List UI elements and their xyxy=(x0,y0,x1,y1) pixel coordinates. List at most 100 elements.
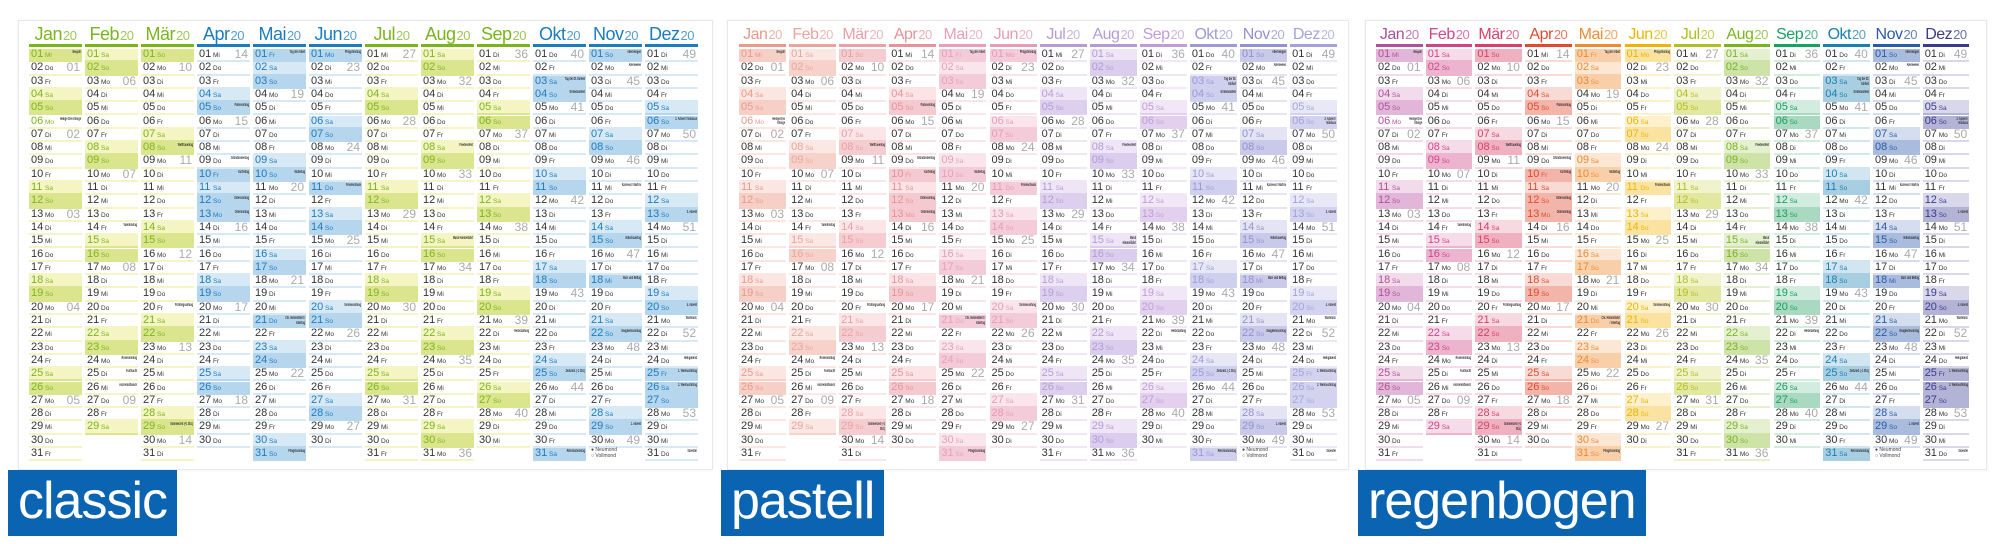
day-cell[interactable]: 15 Mo 25 xyxy=(309,235,362,249)
day-cell[interactable]: 12 So Ostersonntag xyxy=(889,195,937,209)
day-cell[interactable]: 16 Mi xyxy=(477,249,530,262)
day-cell[interactable]: 19 Sa xyxy=(1290,288,1338,302)
day-cell[interactable]: 23 Sa xyxy=(1574,341,1622,355)
day-cell[interactable]: 10 Mo 33 xyxy=(1723,169,1771,182)
day-cell[interactable]: 07 Fr xyxy=(85,129,138,143)
day-cell[interactable]: 24 Mi xyxy=(1624,355,1671,369)
day-cell[interactable]: 26 Mi Aschermittwoch xyxy=(1425,382,1473,395)
day-cell[interactable]: 23 So xyxy=(789,341,837,355)
day-cell[interactable]: 20 Sa Sommeranfang xyxy=(989,301,1037,315)
day-cell[interactable]: 01 Do 40 xyxy=(1189,49,1237,63)
day-cell[interactable]: 23 Do xyxy=(1525,342,1572,355)
day-cell[interactable]: 09 Mi xyxy=(1139,155,1187,169)
day-cell[interactable]: 10 Mo 07 xyxy=(1425,169,1473,182)
day-cell[interactable]: 02 Do xyxy=(889,62,937,76)
day-cell[interactable]: 22 Mo 26 xyxy=(309,328,362,342)
day-cell[interactable]: 25 Sa xyxy=(1376,368,1423,382)
day-cell[interactable]: 02 Do xyxy=(197,62,250,76)
day-cell[interactable]: 07 So xyxy=(309,128,362,143)
day-cell[interactable]: 06 So xyxy=(477,115,530,129)
day-cell[interactable]: 14 Mo 51 xyxy=(1922,222,1970,236)
day-cell[interactable]: 13 Do xyxy=(789,209,837,222)
day-cell[interactable]: 19 Mo 43 xyxy=(533,288,586,302)
day-cell[interactable]: 03 Di 45 xyxy=(589,76,642,89)
day-cell[interactable]: 08 Mi xyxy=(365,142,418,156)
day-cell[interactable]: 12 Do xyxy=(141,195,194,209)
day-cell[interactable]: 30 Fr xyxy=(533,435,586,448)
day-cell[interactable]: 07 Mo 37 xyxy=(477,129,530,143)
day-cell[interactable]: 04 Mi xyxy=(1475,89,1522,103)
day-cell[interactable]: 13 Do xyxy=(1089,209,1137,222)
day-cell[interactable]: 24 Do Heiligabend xyxy=(1290,355,1338,369)
day-cell[interactable]: 23 Di xyxy=(309,342,362,355)
day-cell[interactable]: 06 Fr xyxy=(1873,116,1920,129)
day-cell[interactable]: 08 Mo 24 xyxy=(309,142,362,156)
day-cell[interactable]: 17 Fr xyxy=(29,262,82,276)
day-cell[interactable]: 22 Do xyxy=(1189,328,1237,342)
day-cell[interactable]: 04 Sa xyxy=(739,88,786,103)
day-cell[interactable]: 24 Mo Rosenmontag xyxy=(85,355,138,369)
day-cell[interactable]: 03 Mo 06 xyxy=(789,76,837,89)
day-cell[interactable]: 05 Fr xyxy=(309,102,362,116)
day-cell[interactable]: 31 Sa Reformationstag xyxy=(1189,448,1237,462)
day-cell[interactable]: 27 Mi xyxy=(253,395,306,409)
day-cell[interactable]: 27 Mo 05 xyxy=(29,395,82,409)
day-cell[interactable]: 13 Sa xyxy=(1624,208,1671,222)
day-cell[interactable]: 06 So xyxy=(1139,115,1187,129)
day-cell[interactable]: 21 Mo Winteranf. xyxy=(645,315,698,329)
day-cell[interactable]: 02 So xyxy=(789,62,837,76)
day-cell[interactable]: 25 Fr xyxy=(1773,368,1821,382)
day-cell[interactable]: 01 Mi 27 xyxy=(1039,49,1087,63)
day-cell[interactable]: 07 Fr xyxy=(421,129,474,143)
day-cell[interactable]: 11 Mi xyxy=(1475,182,1522,196)
day-cell[interactable]: 16 Do xyxy=(1039,249,1087,262)
day-cell[interactable]: 17 Mo 34 xyxy=(1089,262,1137,276)
day-cell[interactable]: 15 Sa Mariä Himmelfahrt xyxy=(421,235,474,249)
day-cell[interactable]: 26 Sa 2. Weihnachtstag xyxy=(1922,381,1970,395)
day-cell[interactable]: 26 So xyxy=(365,381,418,395)
day-cell[interactable]: 28 Mi xyxy=(1823,408,1870,422)
day-cell[interactable]: 05 Sa xyxy=(1773,102,1821,116)
day-cell[interactable]: 09 Do xyxy=(1376,155,1423,169)
day-cell[interactable]: 05 So Palmsonntag xyxy=(889,102,937,116)
day-cell[interactable]: 06 Mo Heilige Drei Könige xyxy=(29,116,82,129)
day-cell[interactable]: 09 Mi xyxy=(1922,155,1970,169)
day-cell[interactable]: 18 Fr xyxy=(645,275,698,289)
day-cell[interactable]: 01 Di 49 xyxy=(1290,49,1338,63)
day-cell[interactable]: 29 So Sommerzeit (+1 Std.) xyxy=(1475,421,1522,435)
day-cell[interactable]: 28 Do xyxy=(253,408,306,422)
day-cell[interactable]: 13 Mi xyxy=(939,209,987,222)
day-cell[interactable]: 21 So xyxy=(989,315,1037,329)
day-cell[interactable]: 23 So xyxy=(85,341,138,355)
day-cell[interactable]: 14 Di xyxy=(365,222,418,236)
day-cell[interactable]: 17 Do xyxy=(1139,262,1187,276)
day-cell[interactable]: 31 Di xyxy=(141,448,194,462)
day-cell[interactable]: 16 Mo 12 xyxy=(1475,249,1522,262)
day-cell[interactable]: 11 Sa xyxy=(739,182,786,196)
day-cell[interactable]: 02 Mo Allerseelen xyxy=(1240,62,1287,76)
day-cell[interactable]: 04 Mi xyxy=(141,89,194,103)
day-cell[interactable]: 10 Do xyxy=(645,169,698,182)
day-cell[interactable]: 08 Sa Friedensfest xyxy=(1089,142,1137,156)
day-cell[interactable]: 19 Do xyxy=(1475,288,1522,302)
day-cell[interactable]: 26 Do xyxy=(141,382,194,395)
day-cell[interactable]: 27 Fr xyxy=(1873,395,1920,409)
day-cell[interactable]: 08 So Weltfrauentag xyxy=(141,142,194,156)
day-cell[interactable]: 27 So xyxy=(1773,394,1821,409)
day-cell[interactable]: 13 Mo Ostermontag xyxy=(197,208,250,222)
day-cell[interactable]: 26 Do xyxy=(1475,382,1522,395)
day-cell[interactable]: 22 Di 52 xyxy=(1922,328,1970,342)
day-cell[interactable]: 12 Fr xyxy=(1624,195,1671,209)
day-cell[interactable]: 27 So xyxy=(1139,394,1187,409)
day-cell[interactable]: 10 Do xyxy=(1290,169,1338,182)
day-cell[interactable]: 20 Fr Frühlingsanfang xyxy=(839,302,887,315)
day-cell[interactable]: 12 Mo 42 xyxy=(1189,195,1237,209)
day-cell[interactable]: 04 Fr xyxy=(1922,89,1970,103)
day-cell[interactable]: 07 Sa xyxy=(1475,128,1522,143)
day-cell[interactable]: 28 Do xyxy=(939,408,987,422)
day-cell[interactable]: 25 Mi xyxy=(141,368,194,382)
day-cell[interactable]: 08 Fr xyxy=(253,142,306,156)
day-cell[interactable]: 24 Mi xyxy=(989,355,1037,369)
day-cell[interactable]: 21 Do Chr. Himmelfahrt / Vatertag xyxy=(939,315,987,329)
day-cell[interactable]: 19 So xyxy=(1039,288,1087,302)
